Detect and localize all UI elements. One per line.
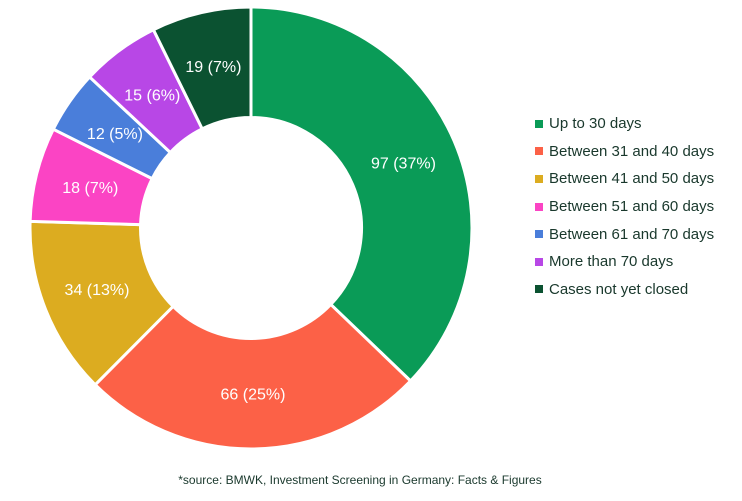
legend-swatch — [535, 202, 543, 211]
legend-label: More than 70 days — [549, 253, 674, 271]
donut-slice — [249, 5, 474, 384]
legend-label: Cases not yet closed — [549, 280, 689, 298]
slice-data-label: 12 (5%) — [87, 126, 143, 143]
legend-label: Between 51 and 60 days — [549, 198, 715, 216]
legend-swatch — [535, 285, 543, 294]
legend-item: Between 41 and 50 days — [535, 165, 714, 193]
donut-chart: 97 (37%) 66 (25%) 34 (13%) 18 (7%) 12 (5%) 15… — [28, 5, 474, 451]
legend-swatch — [535, 147, 543, 156]
donut-slice — [93, 302, 413, 451]
legend-label: Between 61 and 70 days — [549, 225, 715, 243]
legend-item: Between 31 and 40 days — [535, 138, 714, 166]
slice-data-label: 15 (6%) — [124, 87, 180, 104]
legend-item: Between 61 and 70 days — [535, 220, 714, 248]
legend-label: Up to 30 days — [549, 115, 642, 133]
donut-chart-area: 97 (37%) 66 (25%) 34 (13%) 18 (7%) 12 (5%) 15… — [28, 5, 474, 451]
slice-data-label: 97 (37%) — [371, 156, 436, 173]
legend-label: Between 31 and 40 days — [549, 142, 715, 160]
slice-data-label: 66 (25%) — [221, 386, 286, 403]
chart-legend: Up to 30 days Between 31 and 40 days Bet… — [535, 110, 714, 303]
donut-slice — [151, 5, 253, 131]
source-note: *source: BMWK, Investment Screening in G… — [178, 473, 542, 487]
legend-item: Up to 30 days — [535, 110, 714, 138]
legend-label: Between 41 and 50 days — [549, 170, 715, 188]
slice-data-label: 34 (13%) — [65, 282, 130, 299]
legend-swatch — [535, 230, 543, 239]
legend-item: Cases not yet closed — [535, 276, 714, 304]
legend-swatch — [535, 119, 543, 128]
legend-item: Between 51 and 60 days — [535, 193, 714, 221]
legend-swatch — [535, 174, 543, 183]
legend-swatch — [535, 257, 543, 266]
slice-data-label: 19 (7%) — [185, 59, 241, 76]
legend-item: More than 70 days — [535, 248, 714, 276]
slice-data-label: 18 (7%) — [62, 180, 118, 197]
